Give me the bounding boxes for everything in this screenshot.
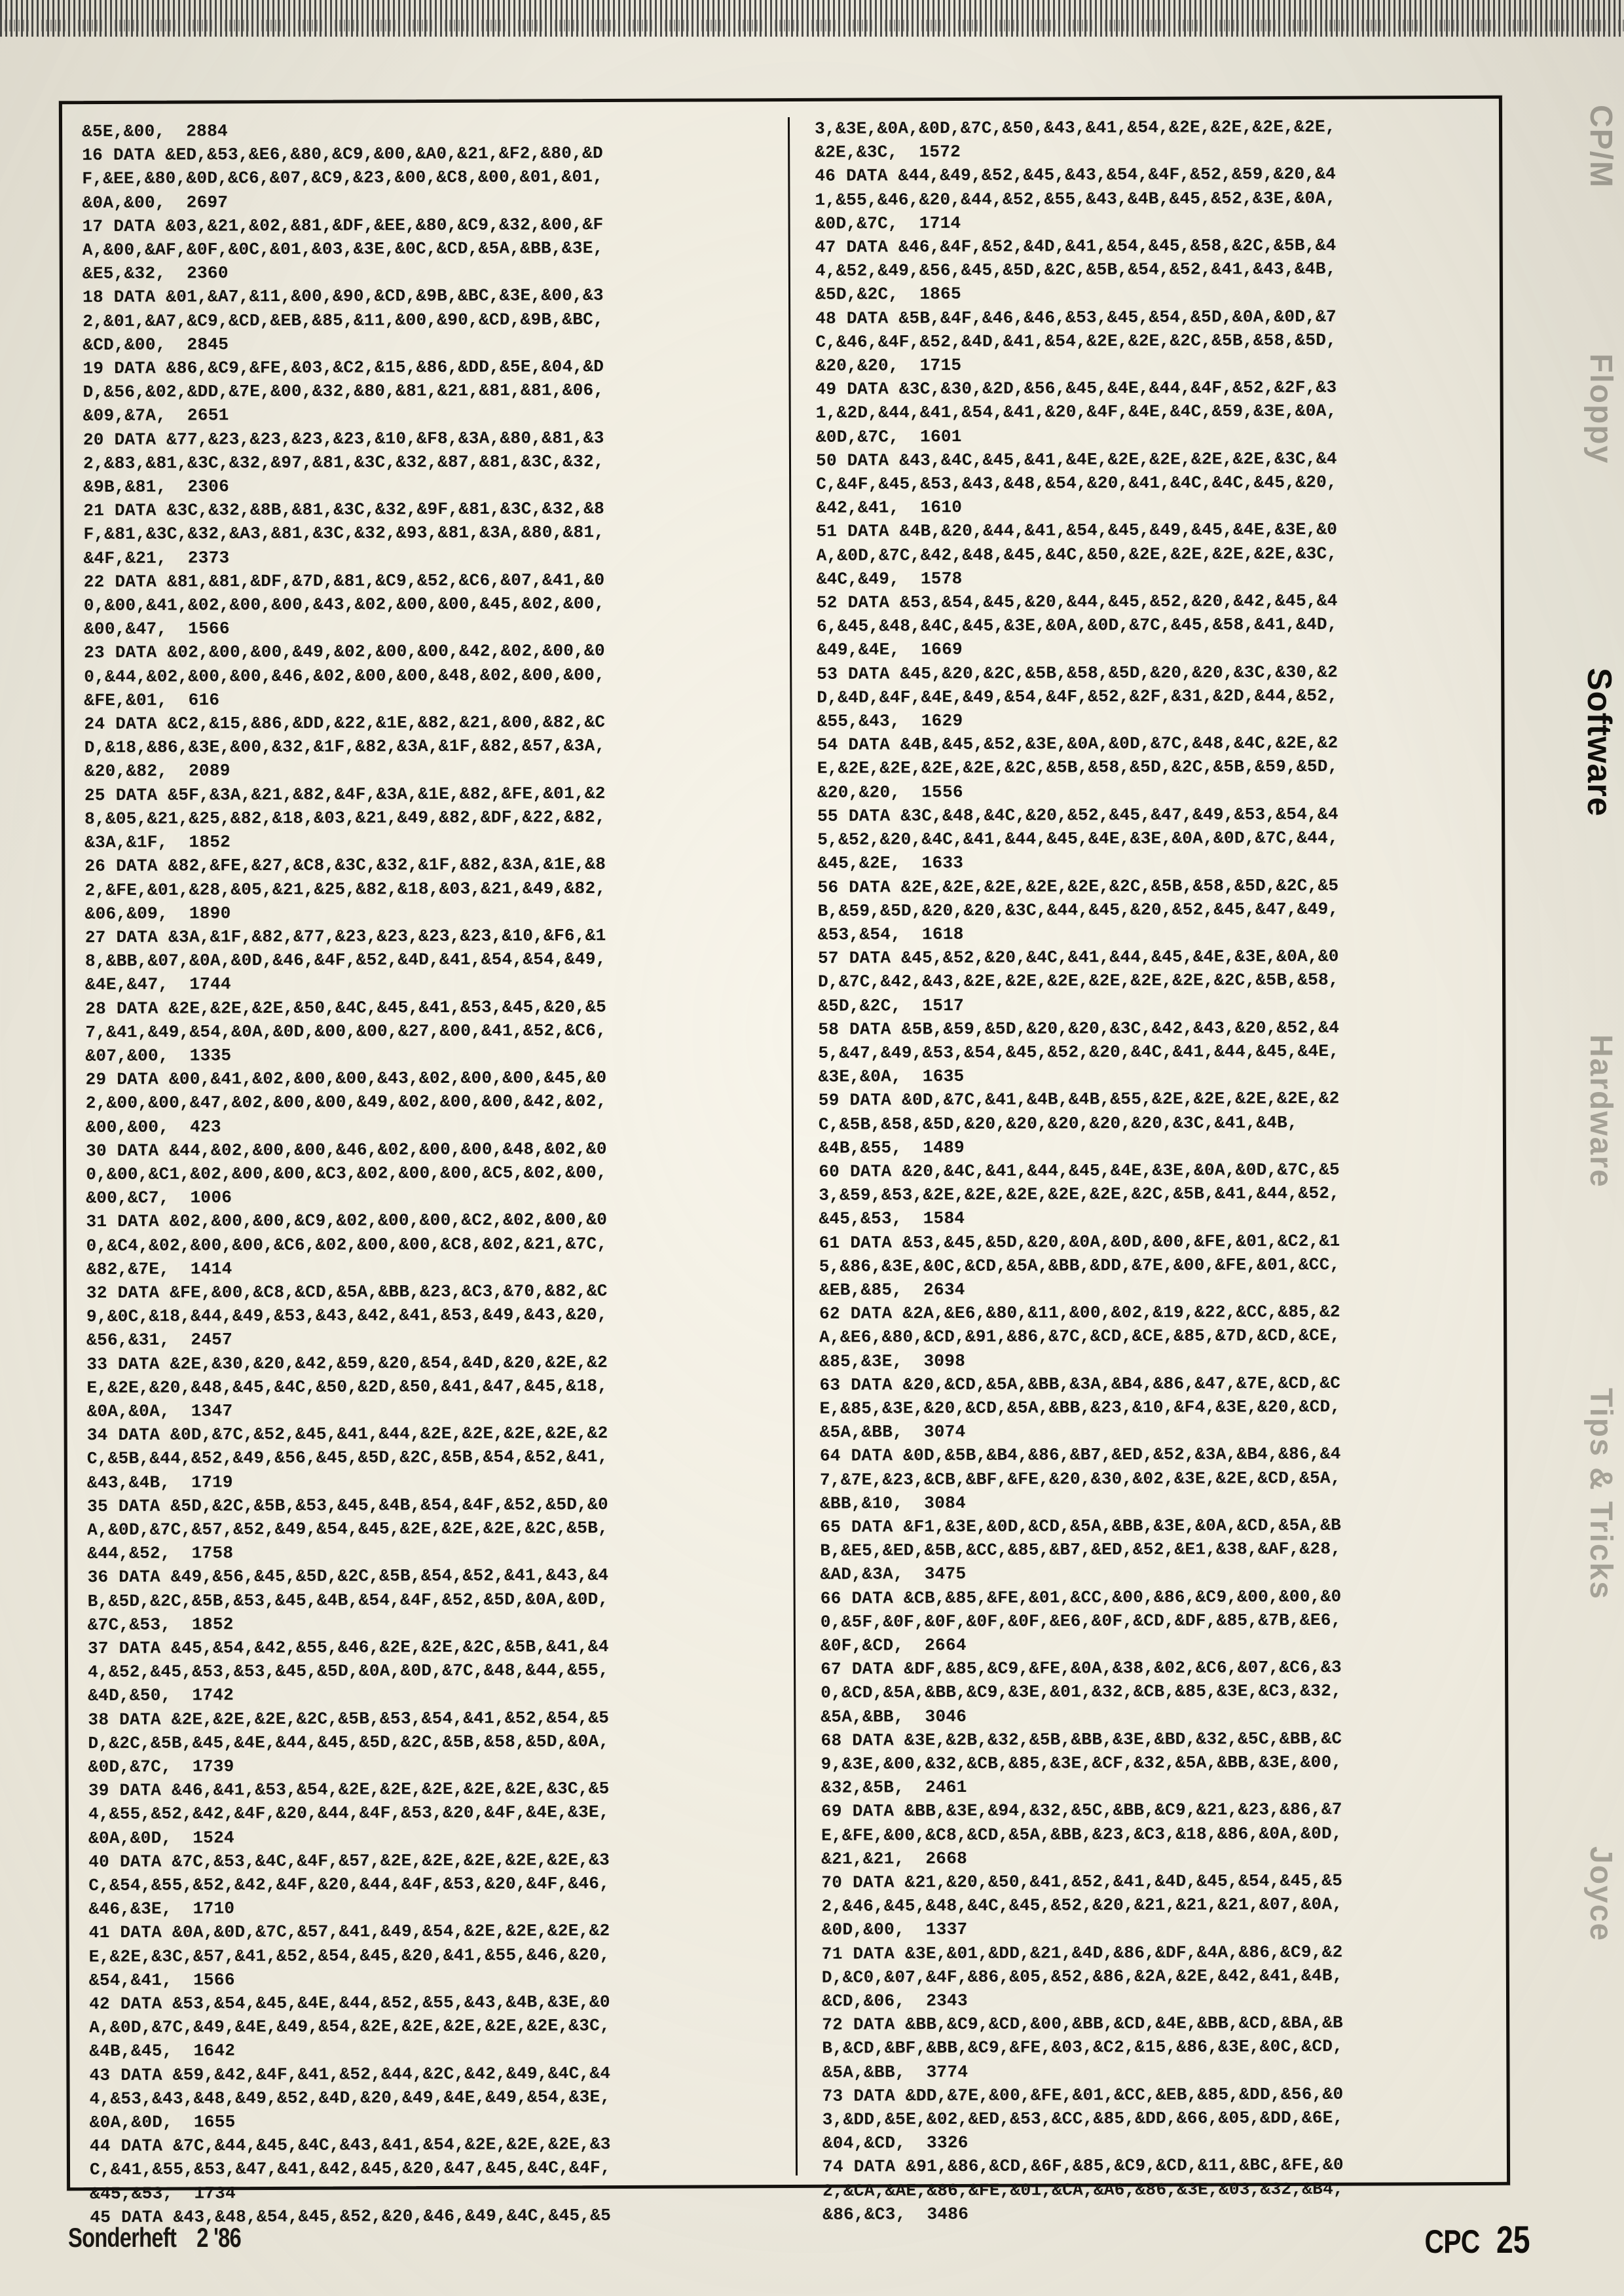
section-tab-floppy[interactable]: Floppy <box>1583 354 1618 465</box>
page-footer: Sonderheft 2 '86 CPC 25 <box>0 2217 1624 2289</box>
brand-and-page: CPC 25 <box>1412 2218 1539 2262</box>
section-tab-hardware[interactable]: Hardware <box>1583 1034 1618 1188</box>
issue-label: Sonderheft <box>68 2222 177 2253</box>
listing-column-left: &5E,&00, 2884 16 DATA &ED,&53,&E6,&80,&C… <box>82 117 796 2227</box>
scan-edge-artifact <box>0 0 1624 37</box>
page-number: 25 <box>1496 2219 1531 2261</box>
section-tab-strip: CP/M Floppy Software Hardware Tips & Tri… <box>1552 79 1620 2193</box>
section-tab-joyce[interactable]: Joyce <box>1583 1846 1618 1942</box>
basic-data-listing-right: 3,&3E,&0A,&0D,&7C,&50,&43,&41,&54,&2E,&2… <box>814 117 1344 2225</box>
issue-number: 2 '86 <box>196 2222 241 2253</box>
listing-column-right: 3,&3E,&0A,&0D,&7C,&50,&43,&41,&54,&2E,&2… <box>787 114 1498 2225</box>
issue-info: Sonderheft 2 '86 <box>68 2222 242 2253</box>
section-tab-cpm[interactable]: CP/M <box>1583 105 1618 189</box>
section-tab-software[interactable]: Software <box>1580 668 1618 817</box>
publication-name: CPC <box>1424 2223 1480 2260</box>
section-tab-tips-tricks[interactable]: Tips & Tricks <box>1583 1388 1618 1600</box>
basic-data-listing-left: &5E,&00, 2884 16 DATA &ED,&53,&E6,&80,&C… <box>82 121 612 2227</box>
program-listing-frame: &5E,&00, 2884 16 DATA &ED,&53,&E6,&80,&C… <box>58 95 1511 2227</box>
